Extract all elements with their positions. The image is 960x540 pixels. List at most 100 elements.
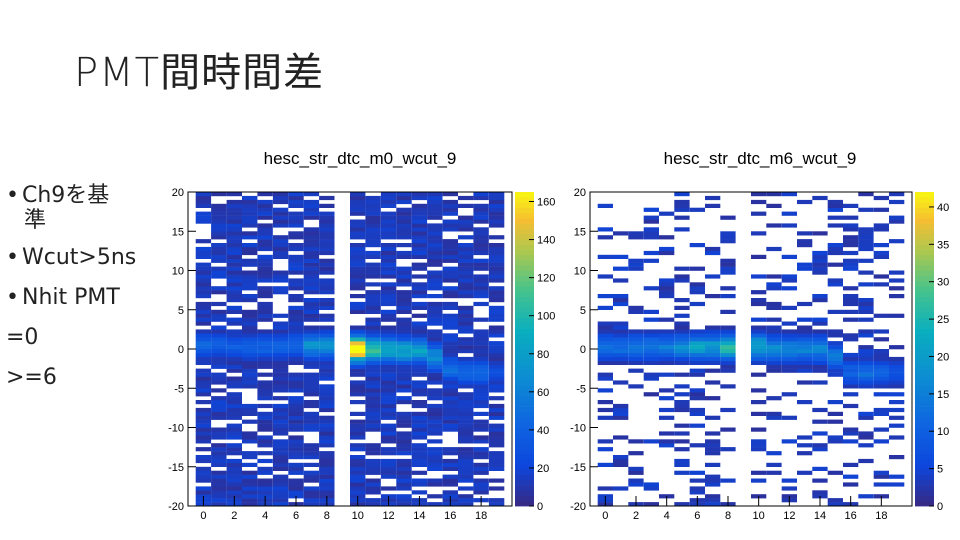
heatmap-cell xyxy=(242,352,258,358)
heatmap-cell xyxy=(858,431,874,436)
heatmap-cell xyxy=(427,419,443,424)
heatmap-cell xyxy=(211,349,227,354)
heatmap-cell xyxy=(288,258,304,263)
heatmap-cell xyxy=(303,462,320,467)
heatmap-cell xyxy=(781,337,797,342)
heatmap-cell xyxy=(211,301,227,307)
heatmap-cell xyxy=(380,376,397,381)
heatmap-cell xyxy=(873,274,889,279)
colorbar-segment xyxy=(915,218,934,224)
colorbar-segment xyxy=(515,317,534,324)
heatmap-cell xyxy=(303,341,320,346)
heatmap-cell xyxy=(442,403,458,409)
heatmap-cell xyxy=(242,490,258,495)
heatmap-cell xyxy=(380,356,397,362)
colorbar-tick-label: 140 xyxy=(537,235,555,247)
heatmap-cell xyxy=(674,325,690,330)
heatmap-cell xyxy=(272,451,289,456)
colorbar-segment xyxy=(915,338,934,345)
heatmap-cell xyxy=(442,203,458,208)
heatmap-cell xyxy=(365,427,381,432)
heatmap-cell xyxy=(442,254,458,259)
heatmap-cell xyxy=(411,368,428,373)
heatmap-cell xyxy=(242,470,258,475)
heatmap-cell xyxy=(411,435,428,440)
heatmap-cell xyxy=(411,215,428,220)
heatmap-cell xyxy=(350,282,366,287)
heatmap-cell xyxy=(411,246,428,252)
heatmap-cell xyxy=(272,246,289,252)
heatmap-cell xyxy=(211,411,227,416)
colorbar-segment xyxy=(515,197,534,203)
heatmap-cell xyxy=(705,380,721,385)
heatmap-cell xyxy=(380,329,397,334)
heatmap-cell xyxy=(458,325,474,330)
heatmap-cell xyxy=(458,243,474,248)
heatmap-cell xyxy=(488,313,505,318)
heatmap-cell xyxy=(242,235,258,240)
heatmap-cell xyxy=(226,364,242,369)
heatmap-cell xyxy=(873,227,889,232)
heatmap-cell xyxy=(689,392,705,397)
heatmap-cell xyxy=(365,223,381,228)
heatmap-cell xyxy=(411,203,428,208)
heatmap-cell xyxy=(411,235,428,240)
heatmap-cell xyxy=(272,207,289,212)
heatmap-cell xyxy=(288,411,304,416)
colorbar-segment xyxy=(515,443,534,449)
heatmap-cell xyxy=(458,250,474,256)
heatmap-cell xyxy=(242,451,258,456)
colorbar-segment xyxy=(915,406,934,413)
heatmap-cell xyxy=(319,352,335,358)
heatmap-cell xyxy=(873,282,889,287)
heatmap-cell xyxy=(288,435,304,440)
heatmap-cell xyxy=(442,380,458,385)
colorbar-segment xyxy=(915,443,934,449)
heatmap-cell xyxy=(303,192,320,197)
heatmap-cell xyxy=(427,313,443,318)
heatmap-cell xyxy=(365,403,381,409)
heatmap-cell xyxy=(288,372,304,377)
heatmap-cell xyxy=(659,396,675,401)
heatmap-cell xyxy=(365,490,381,495)
heatmap-cell xyxy=(766,333,782,338)
heatmap-cell xyxy=(659,290,675,295)
heatmap-cell xyxy=(442,239,458,244)
heatmap-cell xyxy=(858,305,874,310)
heatmap-cell xyxy=(288,211,304,216)
heatmap-cell xyxy=(288,243,304,248)
heatmap-cell xyxy=(396,349,412,354)
heatmap-cell xyxy=(350,349,366,354)
heatmap-cell xyxy=(705,502,721,507)
colorbar-tick-label: 35 xyxy=(937,239,949,251)
heatmap-cell xyxy=(613,325,629,330)
heatmap-cell xyxy=(442,294,458,299)
heatmap-cell xyxy=(458,286,474,291)
heatmap-cell xyxy=(488,266,505,271)
heatmap-cell xyxy=(613,329,629,334)
heatmap-cell xyxy=(195,470,212,475)
heatmap-cell xyxy=(365,486,381,491)
colorbar-tick-label: 30 xyxy=(937,277,949,289)
heatmap-cell xyxy=(488,435,505,440)
heatmap-cell xyxy=(473,349,489,354)
heatmap-cell xyxy=(812,431,828,436)
colorbar-tick-label: 10 xyxy=(937,426,949,438)
heatmap-cell xyxy=(427,451,443,456)
heatmap-cell xyxy=(288,266,304,271)
heatmap-cell xyxy=(365,470,381,475)
heatmap-cell xyxy=(411,427,428,432)
heatmap-cell xyxy=(272,427,289,432)
heatmap-cell xyxy=(674,329,690,334)
heatmap-cell xyxy=(720,407,736,413)
heatmap-cell xyxy=(751,478,767,483)
heatmap-cell xyxy=(272,254,289,259)
heatmap-cell xyxy=(350,356,366,362)
heatmap-cell xyxy=(350,427,366,432)
heatmap-cell xyxy=(751,325,767,330)
heatmap-cell xyxy=(643,235,659,240)
heatmap-cell xyxy=(396,309,412,314)
heatmap-cell xyxy=(473,352,489,358)
heatmap-cell xyxy=(226,411,242,416)
heatmap-cell xyxy=(674,298,690,303)
